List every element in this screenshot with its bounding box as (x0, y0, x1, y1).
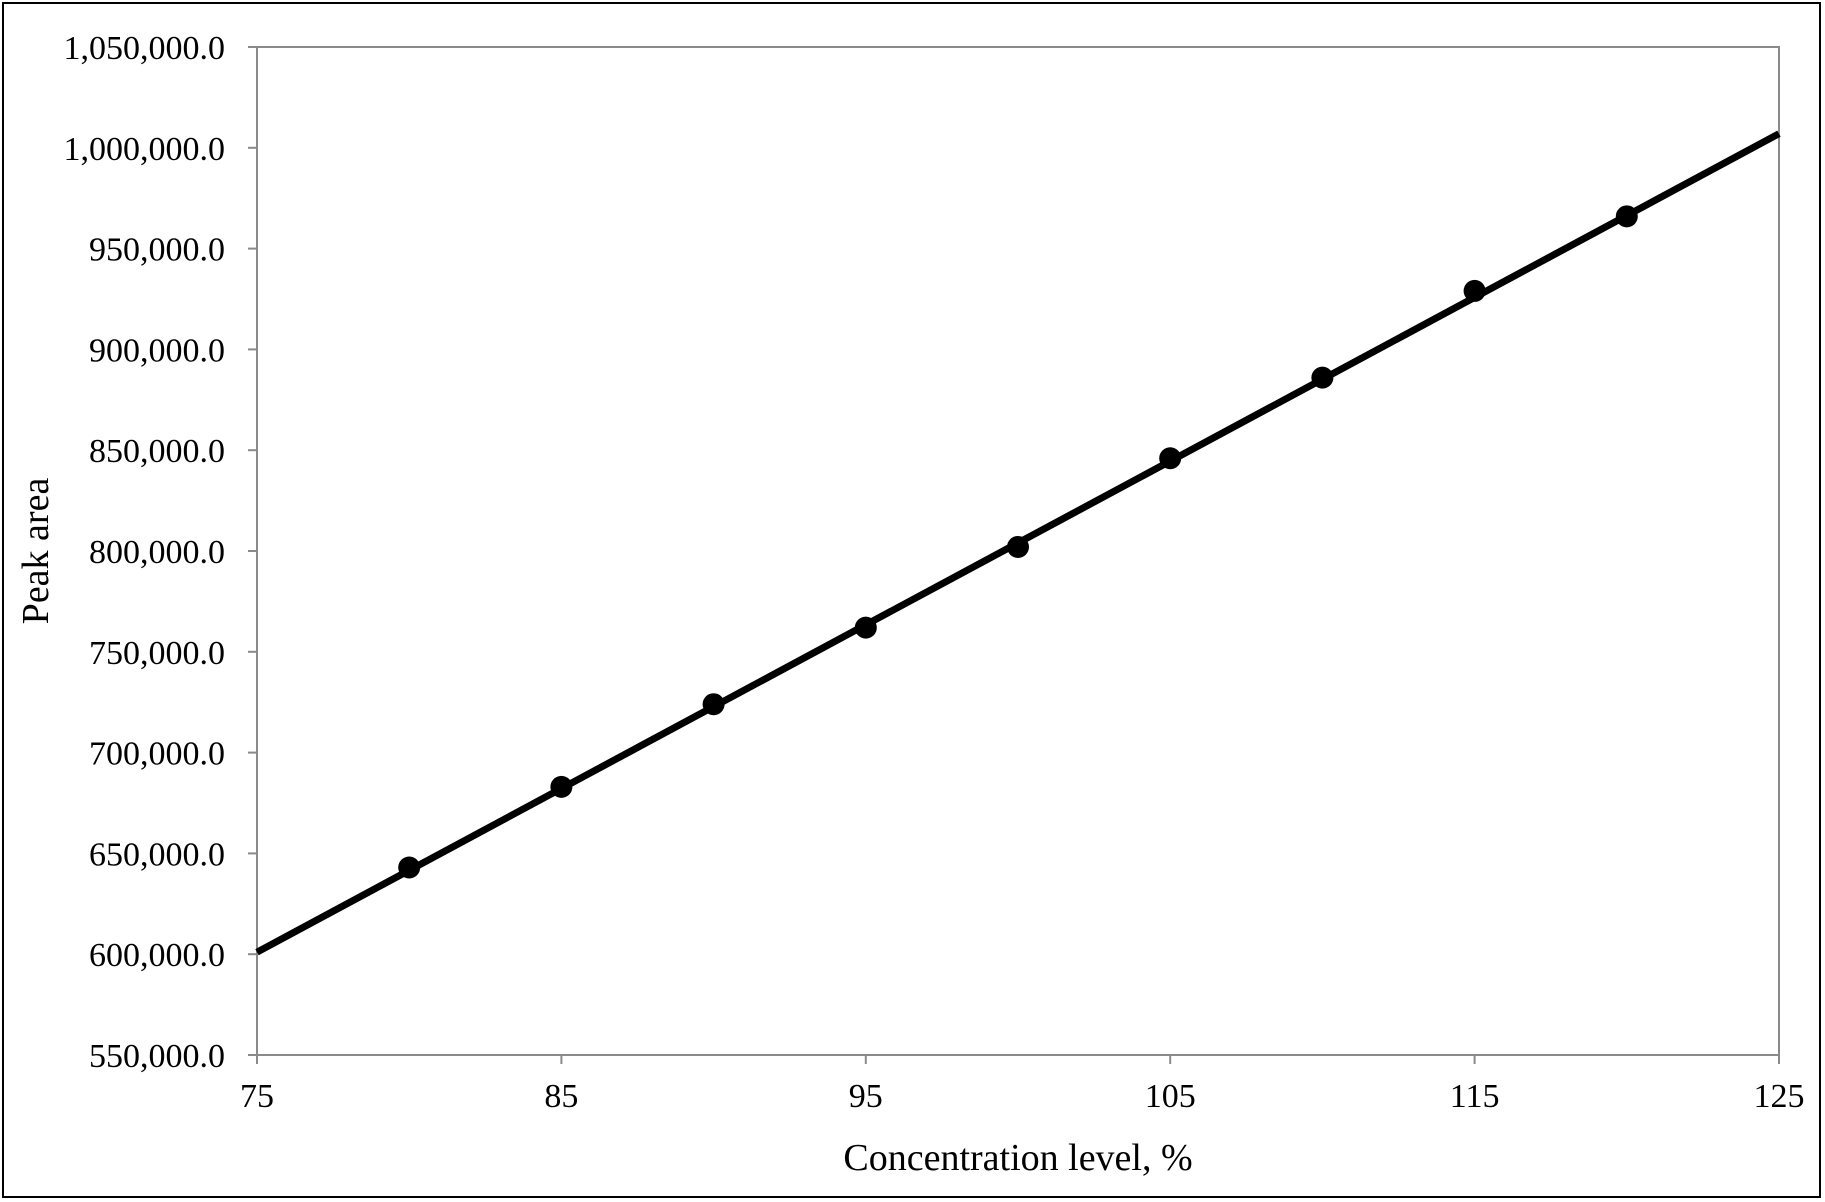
y-axis-ticks (248, 46, 257, 1056)
x-axis-title: Concentration level, % (843, 1137, 1192, 1179)
x-tick-label: 115 (1450, 1078, 1500, 1115)
data-point (854, 616, 877, 639)
plot-area (256, 46, 1780, 1056)
data-point (1615, 205, 1638, 228)
data-points (398, 205, 1638, 879)
y-tick-label: 650,000.0 (89, 836, 225, 873)
y-axis-title: Peak area (15, 478, 57, 625)
y-tick-label: 850,000.0 (89, 433, 225, 470)
y-tick-label: 550,000.0 (89, 1038, 225, 1075)
x-tick-label: 95 (849, 1078, 883, 1115)
x-axis-tick-labels: 75 85 95 105 115 125 (240, 1078, 1805, 1115)
y-tick-label: 900,000.0 (89, 332, 225, 369)
data-point (398, 856, 421, 879)
y-axis-tick-labels: 550,000.0 600,000.0 650,000.0 700,000.0 750,… (64, 30, 226, 1075)
data-point (1463, 279, 1486, 302)
x-axis-ticks (256, 1055, 1780, 1064)
data-point (1311, 366, 1334, 389)
y-tick-label: 750,000.0 (89, 635, 225, 672)
data-point (702, 693, 725, 716)
y-tick-label: 1,050,000.0 (64, 30, 226, 67)
x-tick-label: 105 (1145, 1078, 1196, 1115)
data-point (1007, 535, 1029, 558)
y-tick-label: 950,000.0 (89, 232, 225, 269)
x-tick-label: 125 (1754, 1078, 1805, 1115)
data-point (1159, 447, 1182, 470)
x-tick-label: 85 (544, 1078, 578, 1115)
y-tick-label: 800,000.0 (89, 534, 225, 571)
y-tick-label: 700,000.0 (89, 736, 225, 773)
data-point (550, 775, 573, 798)
y-tick-label: 600,000.0 (89, 937, 225, 974)
y-tick-label: 1,000,000.0 (64, 131, 226, 168)
x-tick-label: 75 (240, 1078, 274, 1115)
